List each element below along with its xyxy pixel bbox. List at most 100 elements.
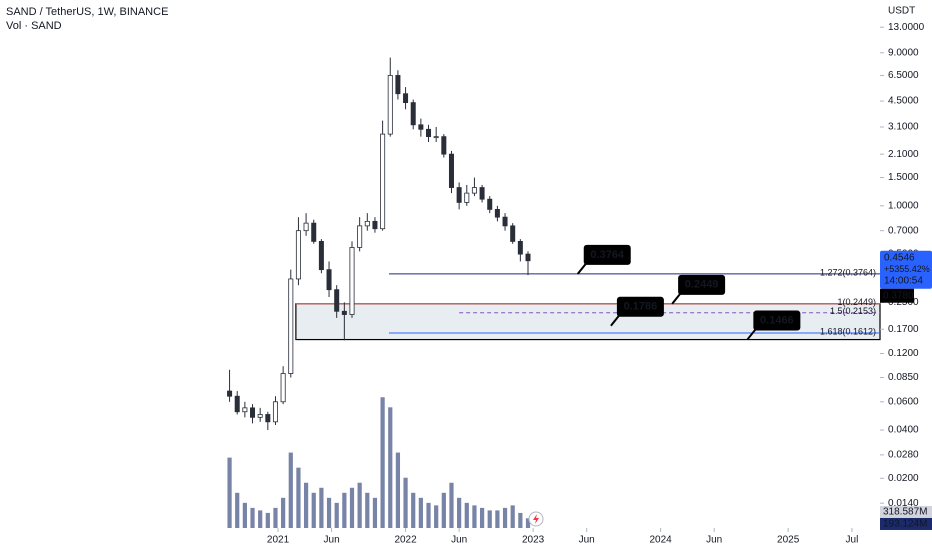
volume-bar bbox=[487, 510, 492, 528]
volume-bar bbox=[227, 457, 232, 528]
x-tick-label: Jun bbox=[706, 535, 722, 546]
candle-body bbox=[380, 133, 386, 230]
volume-bar bbox=[303, 482, 309, 528]
last-price-change: +5355.42% bbox=[884, 264, 930, 274]
candle-body bbox=[257, 414, 263, 418]
x-tick-label: 2023 bbox=[522, 535, 545, 546]
x-tick-label: 2021 bbox=[267, 535, 290, 546]
candle-body bbox=[426, 128, 432, 138]
y-tick-label: 0.0600 bbox=[888, 396, 919, 407]
volume-tag-label: 193.124M bbox=[883, 519, 927, 530]
volume-bar bbox=[472, 505, 477, 528]
y-tick-label: 0.0200 bbox=[888, 473, 919, 484]
x-tick-label: Jul bbox=[846, 535, 859, 546]
candle-body bbox=[295, 230, 301, 280]
volume-bar bbox=[380, 397, 385, 528]
volume-ma-tag bbox=[880, 505, 932, 518]
candle-body bbox=[487, 198, 493, 210]
volume-bar bbox=[403, 477, 408, 528]
y-tick-label: 1.0000 bbox=[888, 200, 919, 211]
y-tick-label: 2.1000 bbox=[888, 149, 919, 160]
volume-bar bbox=[349, 487, 355, 528]
symbol-title: SAND / TetherUS, 1W, BINANCE bbox=[6, 6, 168, 18]
volume-bar bbox=[242, 502, 247, 528]
level-label: 1(0.2449) bbox=[837, 297, 876, 307]
volume-bar bbox=[273, 507, 278, 528]
x-tick-label: Jun bbox=[451, 535, 467, 546]
volume-bar bbox=[265, 512, 270, 528]
volume-bar bbox=[319, 487, 324, 528]
candle-body bbox=[410, 102, 416, 126]
candle-body bbox=[364, 220, 370, 227]
callout-pointer bbox=[576, 263, 587, 275]
y-tick-label: 0.0850 bbox=[888, 372, 919, 383]
volume-bar bbox=[464, 502, 469, 528]
volume-bar bbox=[342, 492, 347, 528]
volume-bar bbox=[525, 518, 531, 528]
volume-ma-tag-label: 318.587M bbox=[883, 507, 927, 518]
x-tick-label: 2024 bbox=[650, 535, 673, 546]
volume-bar bbox=[281, 497, 286, 528]
x-tick-label: Jun bbox=[579, 535, 595, 546]
candle-body bbox=[303, 222, 309, 232]
volume-bar bbox=[395, 452, 401, 528]
volume-bar bbox=[457, 497, 462, 528]
y-tick-label: 1.5000 bbox=[888, 172, 919, 183]
callout-pointer bbox=[671, 293, 681, 305]
last-price: 0.4546 bbox=[884, 252, 915, 263]
callout-box bbox=[678, 274, 726, 295]
candle-body bbox=[326, 269, 332, 291]
y-tick-label: 9.0000 bbox=[888, 47, 919, 58]
y-tick-label: 3.1000 bbox=[888, 122, 919, 133]
candle-body bbox=[510, 225, 516, 242]
candle-body bbox=[265, 414, 271, 423]
y-tick-label: 13.0000 bbox=[888, 22, 925, 33]
candle-body bbox=[280, 373, 286, 403]
candle-body bbox=[311, 222, 317, 242]
candle-body bbox=[357, 225, 363, 248]
candle-body bbox=[525, 253, 531, 262]
candle-body bbox=[418, 124, 424, 130]
candle-body bbox=[349, 247, 355, 315]
icon-bolt bbox=[533, 514, 539, 524]
candle-body bbox=[471, 187, 477, 194]
candle-body bbox=[395, 75, 401, 95]
candle-body bbox=[441, 136, 447, 155]
candle-body bbox=[372, 220, 378, 230]
candle-body bbox=[448, 153, 454, 188]
candle-body bbox=[433, 136, 439, 139]
candle-body bbox=[479, 187, 485, 200]
candle-body bbox=[234, 395, 240, 413]
volume-bar bbox=[258, 510, 263, 528]
volume-bar bbox=[449, 482, 454, 528]
volume-bar bbox=[372, 497, 378, 528]
volume-bar bbox=[326, 497, 332, 528]
callout-box bbox=[583, 244, 631, 265]
y-tick-label: 0.0400 bbox=[888, 425, 919, 436]
volume-bar bbox=[296, 467, 301, 528]
y-tick-label: 0.1700 bbox=[888, 324, 919, 335]
candle-body bbox=[456, 187, 462, 203]
y-tick-label: 0.0140 bbox=[888, 498, 919, 509]
y-tick-label: 0.0280 bbox=[888, 450, 919, 461]
volume-bar bbox=[434, 505, 439, 528]
volume-bar bbox=[334, 502, 339, 528]
callout-label: 0.1786 bbox=[624, 301, 658, 313]
y-tick-label: 0.7000 bbox=[888, 225, 919, 236]
volume-bar bbox=[418, 497, 423, 528]
level-tag-label: 0.3780 bbox=[883, 290, 914, 301]
x-tick-label: Jun bbox=[324, 535, 340, 546]
volume-bar bbox=[510, 505, 515, 528]
volume-bar bbox=[518, 512, 523, 528]
candle-body bbox=[517, 241, 523, 255]
y-tick-label: 4.5000 bbox=[888, 96, 919, 107]
candle-body bbox=[464, 192, 470, 203]
volume-bar bbox=[495, 510, 500, 528]
callout-label: 0.3764 bbox=[590, 249, 625, 261]
x-tick-label: 2025 bbox=[777, 535, 800, 546]
level-label: 1.618(0.1612) bbox=[820, 326, 876, 336]
level-label: 1.5(0.2153) bbox=[830, 306, 876, 316]
level-tag bbox=[880, 288, 914, 303]
axis-unit: USDT bbox=[888, 6, 915, 17]
candle-body bbox=[227, 390, 233, 397]
